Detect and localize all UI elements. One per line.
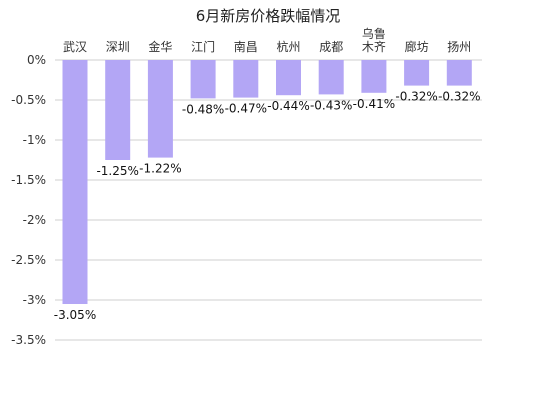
category-label: 武汉 bbox=[63, 40, 87, 54]
data-label: -0.32% bbox=[438, 90, 480, 104]
data-label: -0.41% bbox=[353, 97, 395, 111]
category-label: 江门 bbox=[191, 39, 215, 54]
chart-title: 6月新房价格跌幅情况 bbox=[196, 7, 341, 25]
bar bbox=[276, 60, 301, 96]
y-tick-label: -1% bbox=[23, 133, 46, 147]
bar bbox=[62, 60, 88, 304]
data-label: -1.25% bbox=[96, 164, 138, 178]
y-axis-ticks: 0% -0.5% -1% -1.5% -2% -2.5% -3% -3.5% bbox=[11, 53, 46, 347]
data-label: -1.22% bbox=[139, 162, 181, 176]
category-label: 深圳 bbox=[106, 40, 130, 54]
data-label: -3.05% bbox=[54, 308, 96, 322]
y-tick-label: -2% bbox=[23, 213, 46, 227]
category-label: 扬州 bbox=[447, 39, 471, 54]
category-label: 廊坊 bbox=[405, 39, 429, 54]
y-tick-label: -1.5% bbox=[11, 173, 46, 187]
bars bbox=[62, 60, 472, 304]
bar bbox=[147, 60, 173, 158]
data-label: -0.47% bbox=[225, 102, 267, 116]
y-tick-label: -2.5% bbox=[11, 253, 46, 267]
y-tick-label: -0.5% bbox=[11, 93, 46, 107]
bar bbox=[446, 60, 472, 86]
category-label: 乌鲁木齐 bbox=[362, 26, 386, 54]
data-label: -0.44% bbox=[267, 99, 309, 113]
category-label: 南昌 bbox=[234, 39, 258, 54]
y-tick-label: -3% bbox=[23, 293, 46, 307]
data-label: -0.48% bbox=[182, 102, 224, 116]
data-label: -0.43% bbox=[310, 98, 352, 112]
category-labels: 武汉 深圳 金华 江门 南昌 杭州 成都 乌鲁木齐 廊坊 扬州 bbox=[63, 26, 471, 54]
bar bbox=[361, 60, 387, 93]
category-label: 金华 bbox=[148, 39, 172, 54]
bar bbox=[318, 60, 344, 95]
bar bbox=[404, 60, 430, 86]
y-tick-label: -3.5% bbox=[11, 333, 46, 347]
category-label: 杭州 bbox=[276, 39, 300, 54]
data-labels: -3.05%-1.25% -1.22%-0.48% -0.47% -0.44% -0.4… bbox=[54, 90, 481, 322]
bar bbox=[190, 60, 216, 99]
y-tick-label: 0% bbox=[27, 53, 46, 67]
category-label: 成都 bbox=[319, 40, 343, 54]
bar bbox=[105, 60, 131, 160]
data-label: -0.32% bbox=[395, 90, 437, 104]
bar bbox=[233, 60, 259, 98]
